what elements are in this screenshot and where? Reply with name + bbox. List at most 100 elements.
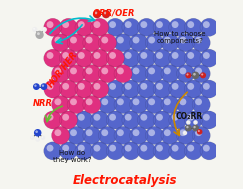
Circle shape: [83, 65, 101, 83]
Circle shape: [98, 65, 116, 83]
Circle shape: [54, 98, 61, 105]
Circle shape: [75, 18, 93, 36]
Circle shape: [70, 67, 77, 74]
Circle shape: [125, 83, 132, 90]
Circle shape: [148, 129, 155, 136]
Circle shape: [95, 12, 97, 14]
Circle shape: [187, 145, 194, 152]
Circle shape: [75, 49, 93, 67]
Circle shape: [59, 49, 78, 67]
Circle shape: [184, 142, 202, 160]
Text: NRR: NRR: [33, 99, 53, 108]
Circle shape: [106, 18, 124, 36]
Circle shape: [140, 52, 147, 59]
Circle shape: [187, 52, 194, 59]
Circle shape: [91, 111, 109, 129]
Circle shape: [183, 131, 187, 135]
Circle shape: [187, 83, 194, 90]
Circle shape: [201, 74, 203, 76]
Circle shape: [75, 111, 93, 129]
Circle shape: [138, 142, 156, 160]
Circle shape: [36, 138, 38, 140]
Circle shape: [117, 98, 124, 105]
Circle shape: [101, 67, 108, 74]
Circle shape: [133, 67, 139, 74]
Circle shape: [195, 98, 202, 105]
Circle shape: [86, 67, 93, 74]
Text: CO₂RR: CO₂RR: [176, 112, 203, 121]
Circle shape: [59, 111, 78, 129]
Circle shape: [187, 121, 189, 123]
Circle shape: [156, 83, 163, 90]
Circle shape: [114, 95, 132, 114]
Circle shape: [106, 80, 124, 98]
Circle shape: [106, 142, 124, 160]
Circle shape: [44, 80, 62, 98]
Circle shape: [164, 98, 171, 105]
Circle shape: [34, 84, 37, 87]
Circle shape: [62, 145, 69, 152]
Circle shape: [169, 49, 187, 67]
Circle shape: [161, 34, 179, 52]
Circle shape: [117, 37, 124, 43]
Circle shape: [156, 114, 163, 121]
Circle shape: [138, 49, 156, 67]
Circle shape: [62, 52, 69, 59]
Circle shape: [47, 21, 53, 28]
Circle shape: [153, 18, 171, 36]
Circle shape: [187, 21, 194, 28]
Circle shape: [172, 145, 179, 152]
Circle shape: [109, 52, 116, 59]
Circle shape: [169, 18, 187, 36]
Circle shape: [75, 80, 93, 98]
Circle shape: [31, 136, 33, 138]
Circle shape: [78, 145, 85, 152]
Circle shape: [44, 142, 62, 160]
Circle shape: [101, 129, 108, 136]
Circle shape: [47, 52, 53, 59]
Circle shape: [183, 132, 185, 133]
Circle shape: [83, 126, 101, 144]
Circle shape: [192, 72, 199, 79]
Circle shape: [94, 114, 100, 121]
Circle shape: [101, 37, 108, 43]
Circle shape: [94, 145, 100, 152]
Circle shape: [42, 27, 47, 32]
Circle shape: [93, 10, 101, 18]
Circle shape: [200, 49, 218, 67]
Circle shape: [37, 32, 40, 35]
Circle shape: [78, 114, 85, 121]
Circle shape: [114, 126, 132, 144]
Text: HOR/HER: HOR/HER: [46, 50, 80, 89]
Circle shape: [193, 73, 196, 76]
Circle shape: [203, 21, 210, 28]
Circle shape: [184, 49, 202, 67]
Circle shape: [145, 126, 163, 144]
Circle shape: [138, 80, 156, 98]
Circle shape: [200, 80, 218, 98]
Circle shape: [197, 129, 202, 135]
Circle shape: [41, 135, 45, 140]
Circle shape: [125, 21, 132, 28]
Circle shape: [198, 130, 200, 132]
Circle shape: [130, 34, 148, 52]
Circle shape: [114, 65, 132, 83]
Circle shape: [70, 37, 77, 43]
Circle shape: [32, 27, 37, 32]
Circle shape: [185, 72, 191, 78]
Circle shape: [35, 130, 38, 133]
Circle shape: [117, 67, 124, 74]
Circle shape: [62, 114, 69, 121]
Circle shape: [180, 129, 186, 136]
Circle shape: [125, 52, 132, 59]
Circle shape: [200, 72, 206, 78]
Circle shape: [122, 18, 140, 36]
Circle shape: [192, 34, 210, 52]
Circle shape: [43, 28, 44, 30]
Circle shape: [138, 111, 156, 129]
Circle shape: [161, 126, 179, 144]
Circle shape: [54, 129, 61, 136]
Circle shape: [172, 114, 179, 121]
Circle shape: [177, 65, 195, 83]
Circle shape: [200, 111, 218, 129]
